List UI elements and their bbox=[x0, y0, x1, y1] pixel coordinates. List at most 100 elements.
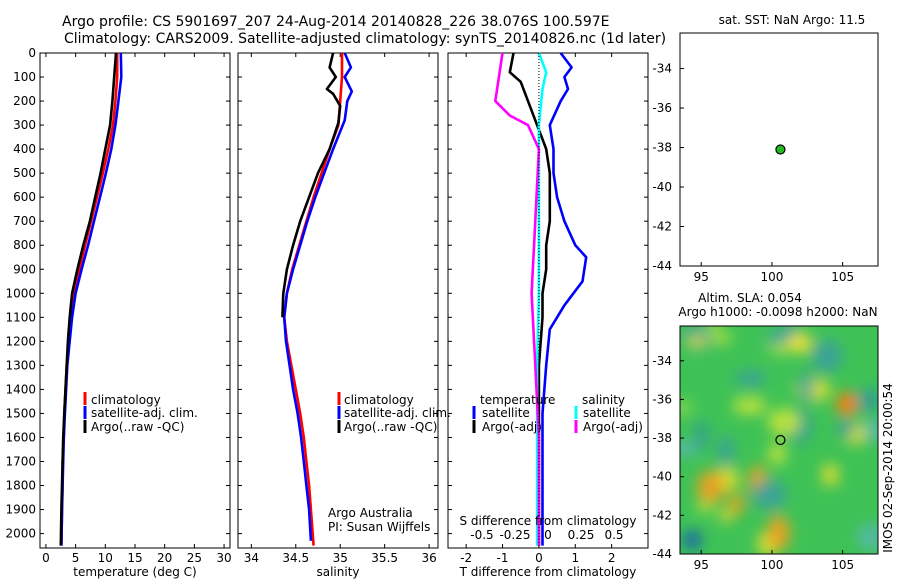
sla-blob bbox=[857, 388, 878, 412]
series-line-argo-adj bbox=[494, 52, 541, 546]
x-tick-label: 95 bbox=[694, 270, 709, 284]
y-tick-label: 1200 bbox=[5, 334, 36, 348]
x-tick-label: 34.5 bbox=[282, 551, 309, 565]
x-tick-label: 30 bbox=[216, 551, 231, 565]
salinity-difference-ticks: -0.5 -0.25 0 0.25 0.5 bbox=[470, 528, 623, 542]
sla-blob bbox=[788, 333, 812, 353]
legend-label-climatology: climatology bbox=[344, 393, 414, 407]
y-tick-label: 800 bbox=[13, 238, 36, 252]
sla-blob bbox=[680, 400, 693, 416]
s-diff-tick-label: 0 bbox=[544, 528, 552, 542]
y-tick-label: 0 bbox=[28, 46, 36, 60]
series-line-satellite bbox=[541, 52, 588, 546]
y-tick-label: 1000 bbox=[5, 286, 36, 300]
y-tick-label: 1600 bbox=[5, 430, 36, 444]
y-tick-label: -40 bbox=[652, 470, 672, 484]
legend-label-argo: Argo(..raw -QC) bbox=[344, 420, 437, 434]
legend-label-climatology: climatology bbox=[91, 393, 161, 407]
x-tick-label: 35 bbox=[333, 551, 348, 565]
legend-label-satellite: satellite-adj. clim. bbox=[91, 406, 198, 420]
sla-blob bbox=[767, 408, 802, 436]
y-tick-label: -44 bbox=[652, 547, 672, 561]
legend-label-s-argo: Argo(-adj) bbox=[583, 420, 643, 434]
legend-label-t-satellite: satellite bbox=[482, 406, 530, 420]
x-tick-label: 36 bbox=[421, 551, 436, 565]
sla-blob bbox=[836, 420, 856, 438]
legend-label-satellite: satellite-adj. clim. bbox=[344, 406, 451, 420]
x-tick-label: 20 bbox=[157, 551, 172, 565]
sla-heatmap bbox=[680, 326, 878, 554]
credit-line-2: PI: Susan Wijffels bbox=[328, 520, 430, 534]
legend-label-argo: Argo(..raw -QC) bbox=[91, 420, 184, 434]
sla-blob bbox=[856, 523, 878, 551]
y-tick-label: 1900 bbox=[5, 503, 36, 517]
legend-header-temperature: temperature bbox=[480, 393, 555, 407]
sla-blob bbox=[765, 331, 790, 345]
title-line-1: Argo profile: CS 5901697_207 24-Aug-2014… bbox=[62, 14, 610, 30]
x-tick-label: 100 bbox=[760, 558, 783, 572]
x-tick-label: 105 bbox=[831, 270, 854, 284]
title-line-2: Climatology: CARS2009. Satellite-adjuste… bbox=[64, 31, 666, 47]
x-tick-label: -2 bbox=[460, 551, 472, 565]
y-tick-label: -34 bbox=[652, 354, 672, 368]
y-tick-label: 400 bbox=[13, 142, 36, 156]
y-tick-label: -40 bbox=[652, 180, 672, 194]
sla-blob bbox=[705, 326, 720, 337]
credit-line-1: Argo Australia bbox=[328, 506, 413, 520]
legend-label-t-argo: Argo(-adj) bbox=[482, 420, 542, 434]
legend-label-s-satellite: satellite bbox=[583, 406, 631, 420]
sla-blob bbox=[837, 392, 857, 416]
sst-map-title: sat. SST: NaN Argo: 11.5 bbox=[719, 13, 866, 27]
argo-location-marker bbox=[775, 144, 786, 155]
x-tick-label: 34 bbox=[244, 551, 259, 565]
x-tick-label: 25 bbox=[187, 551, 202, 565]
series-line-climatology bbox=[282, 53, 344, 546]
x-tick-label: 95 bbox=[694, 558, 709, 572]
sla-blob bbox=[799, 370, 814, 404]
sla-blob bbox=[686, 335, 707, 348]
sla-blob bbox=[695, 500, 714, 514]
salinity-panel-frame bbox=[237, 52, 439, 549]
y-tick-label: -44 bbox=[652, 259, 672, 273]
sla-blob bbox=[718, 435, 734, 467]
difference-panel-frame bbox=[447, 52, 649, 549]
difference-legend: temperature salinity satellite Argo(-adj… bbox=[472, 393, 643, 434]
sla-blob bbox=[680, 440, 701, 457]
y-tick-label: 900 bbox=[13, 262, 36, 276]
y-tick-label: -42 bbox=[652, 508, 672, 522]
x-tick-label: 0 bbox=[535, 551, 543, 565]
y-tick-label: 1400 bbox=[5, 382, 36, 396]
sla-map-frame bbox=[679, 325, 879, 555]
y-tick-label: 1500 bbox=[5, 406, 36, 420]
s-diff-tick-label: 0.25 bbox=[568, 528, 595, 542]
sla-blob bbox=[695, 419, 708, 451]
imos-side-label: IMOS 02-Sep-2014 20:00:54 bbox=[881, 383, 895, 553]
sla-map-title-1: Altim. SLA: 0.054 bbox=[698, 291, 802, 305]
x-tick-label: 35.5 bbox=[371, 551, 398, 565]
sla-blob bbox=[734, 370, 766, 387]
y-tick-label: -34 bbox=[652, 62, 672, 76]
sst-map-frame bbox=[679, 32, 879, 267]
argo-location-marker bbox=[775, 434, 786, 446]
temperature-xlabel: temperature (deg C) bbox=[73, 565, 196, 579]
y-tick-label: -42 bbox=[652, 220, 672, 234]
sla-blob bbox=[767, 515, 791, 551]
salinity-xlabel: salinity bbox=[316, 565, 359, 579]
difference-xlabel: T difference from climatology bbox=[459, 565, 637, 579]
x-tick-label: 105 bbox=[831, 558, 854, 572]
y-tick-label: 1100 bbox=[5, 310, 36, 324]
s-diff-tick-label: -0.25 bbox=[499, 528, 530, 542]
x-tick-label: 1 bbox=[571, 551, 579, 565]
sla-blob bbox=[682, 530, 702, 550]
y-tick-label: 600 bbox=[13, 190, 36, 204]
sla-blob bbox=[863, 418, 878, 442]
x-tick-label: 100 bbox=[760, 270, 783, 284]
sla-blob bbox=[729, 492, 744, 517]
y-tick-label: 200 bbox=[13, 94, 36, 108]
y-tick-label: 700 bbox=[13, 214, 36, 228]
y-tick-label: 300 bbox=[13, 118, 36, 132]
sla-map-title-2: Argo h1000: -0.0098 h2000: NaN bbox=[678, 305, 877, 319]
series-line-argo-raw-qc bbox=[281, 52, 342, 318]
sla-blob bbox=[821, 463, 839, 487]
